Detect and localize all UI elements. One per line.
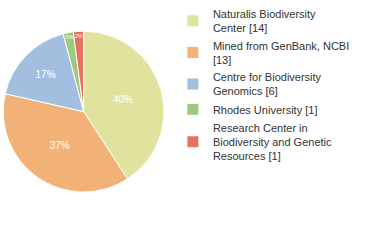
svg-text:37%: 37% [50, 140, 70, 151]
svg-text:2%: 2% [65, 34, 73, 40]
svg-text:Rhodes University [1]: Rhodes University [1] [213, 104, 318, 116]
svg-text:Naturalis BiodiversityCenter [: Naturalis BiodiversityCenter [14] [213, 8, 316, 34]
svg-text:Centre for BiodiversityGenomic: Centre for BiodiversityGenomics [6] [213, 71, 322, 97]
svg-text:Mined from GenBank, NCBI[13]: Mined from GenBank, NCBI[13] [213, 40, 349, 66]
svg-text:2%: 2% [75, 33, 83, 39]
svg-text:Research Center inBiodiversity: Research Center inBiodiversity and Genet… [213, 122, 332, 163]
svg-text:40%: 40% [113, 94, 133, 105]
svg-text:17%: 17% [36, 69, 56, 80]
